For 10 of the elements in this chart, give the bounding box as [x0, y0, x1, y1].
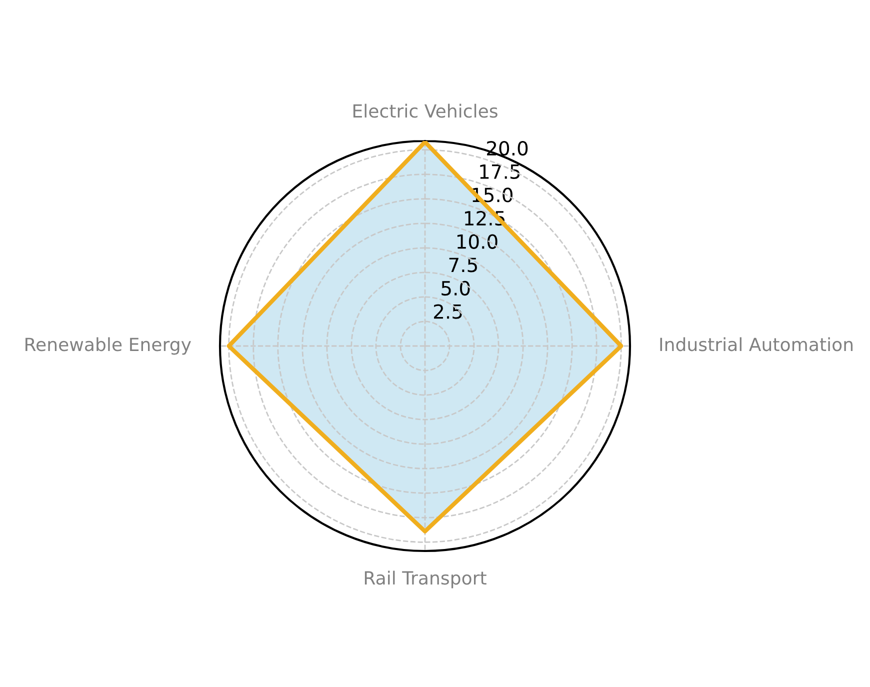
- y-tick-label: 10.0: [457, 234, 498, 249]
- y-tick-label: 2.5: [434, 304, 462, 319]
- spoke-label: Electric Vehicles: [353, 104, 498, 118]
- y-tick-label: 20.0: [487, 140, 528, 156]
- y-tick-label: 5.0: [442, 280, 470, 296]
- spoke-label: Rail Transport: [364, 570, 486, 588]
- y-tick-label: 7.5: [449, 258, 477, 272]
- spoke-label: Renewable Energy: [26, 337, 191, 355]
- y-tick-label: 17.5: [480, 164, 520, 179]
- spoke-label: Industrial Automation: [660, 337, 853, 352]
